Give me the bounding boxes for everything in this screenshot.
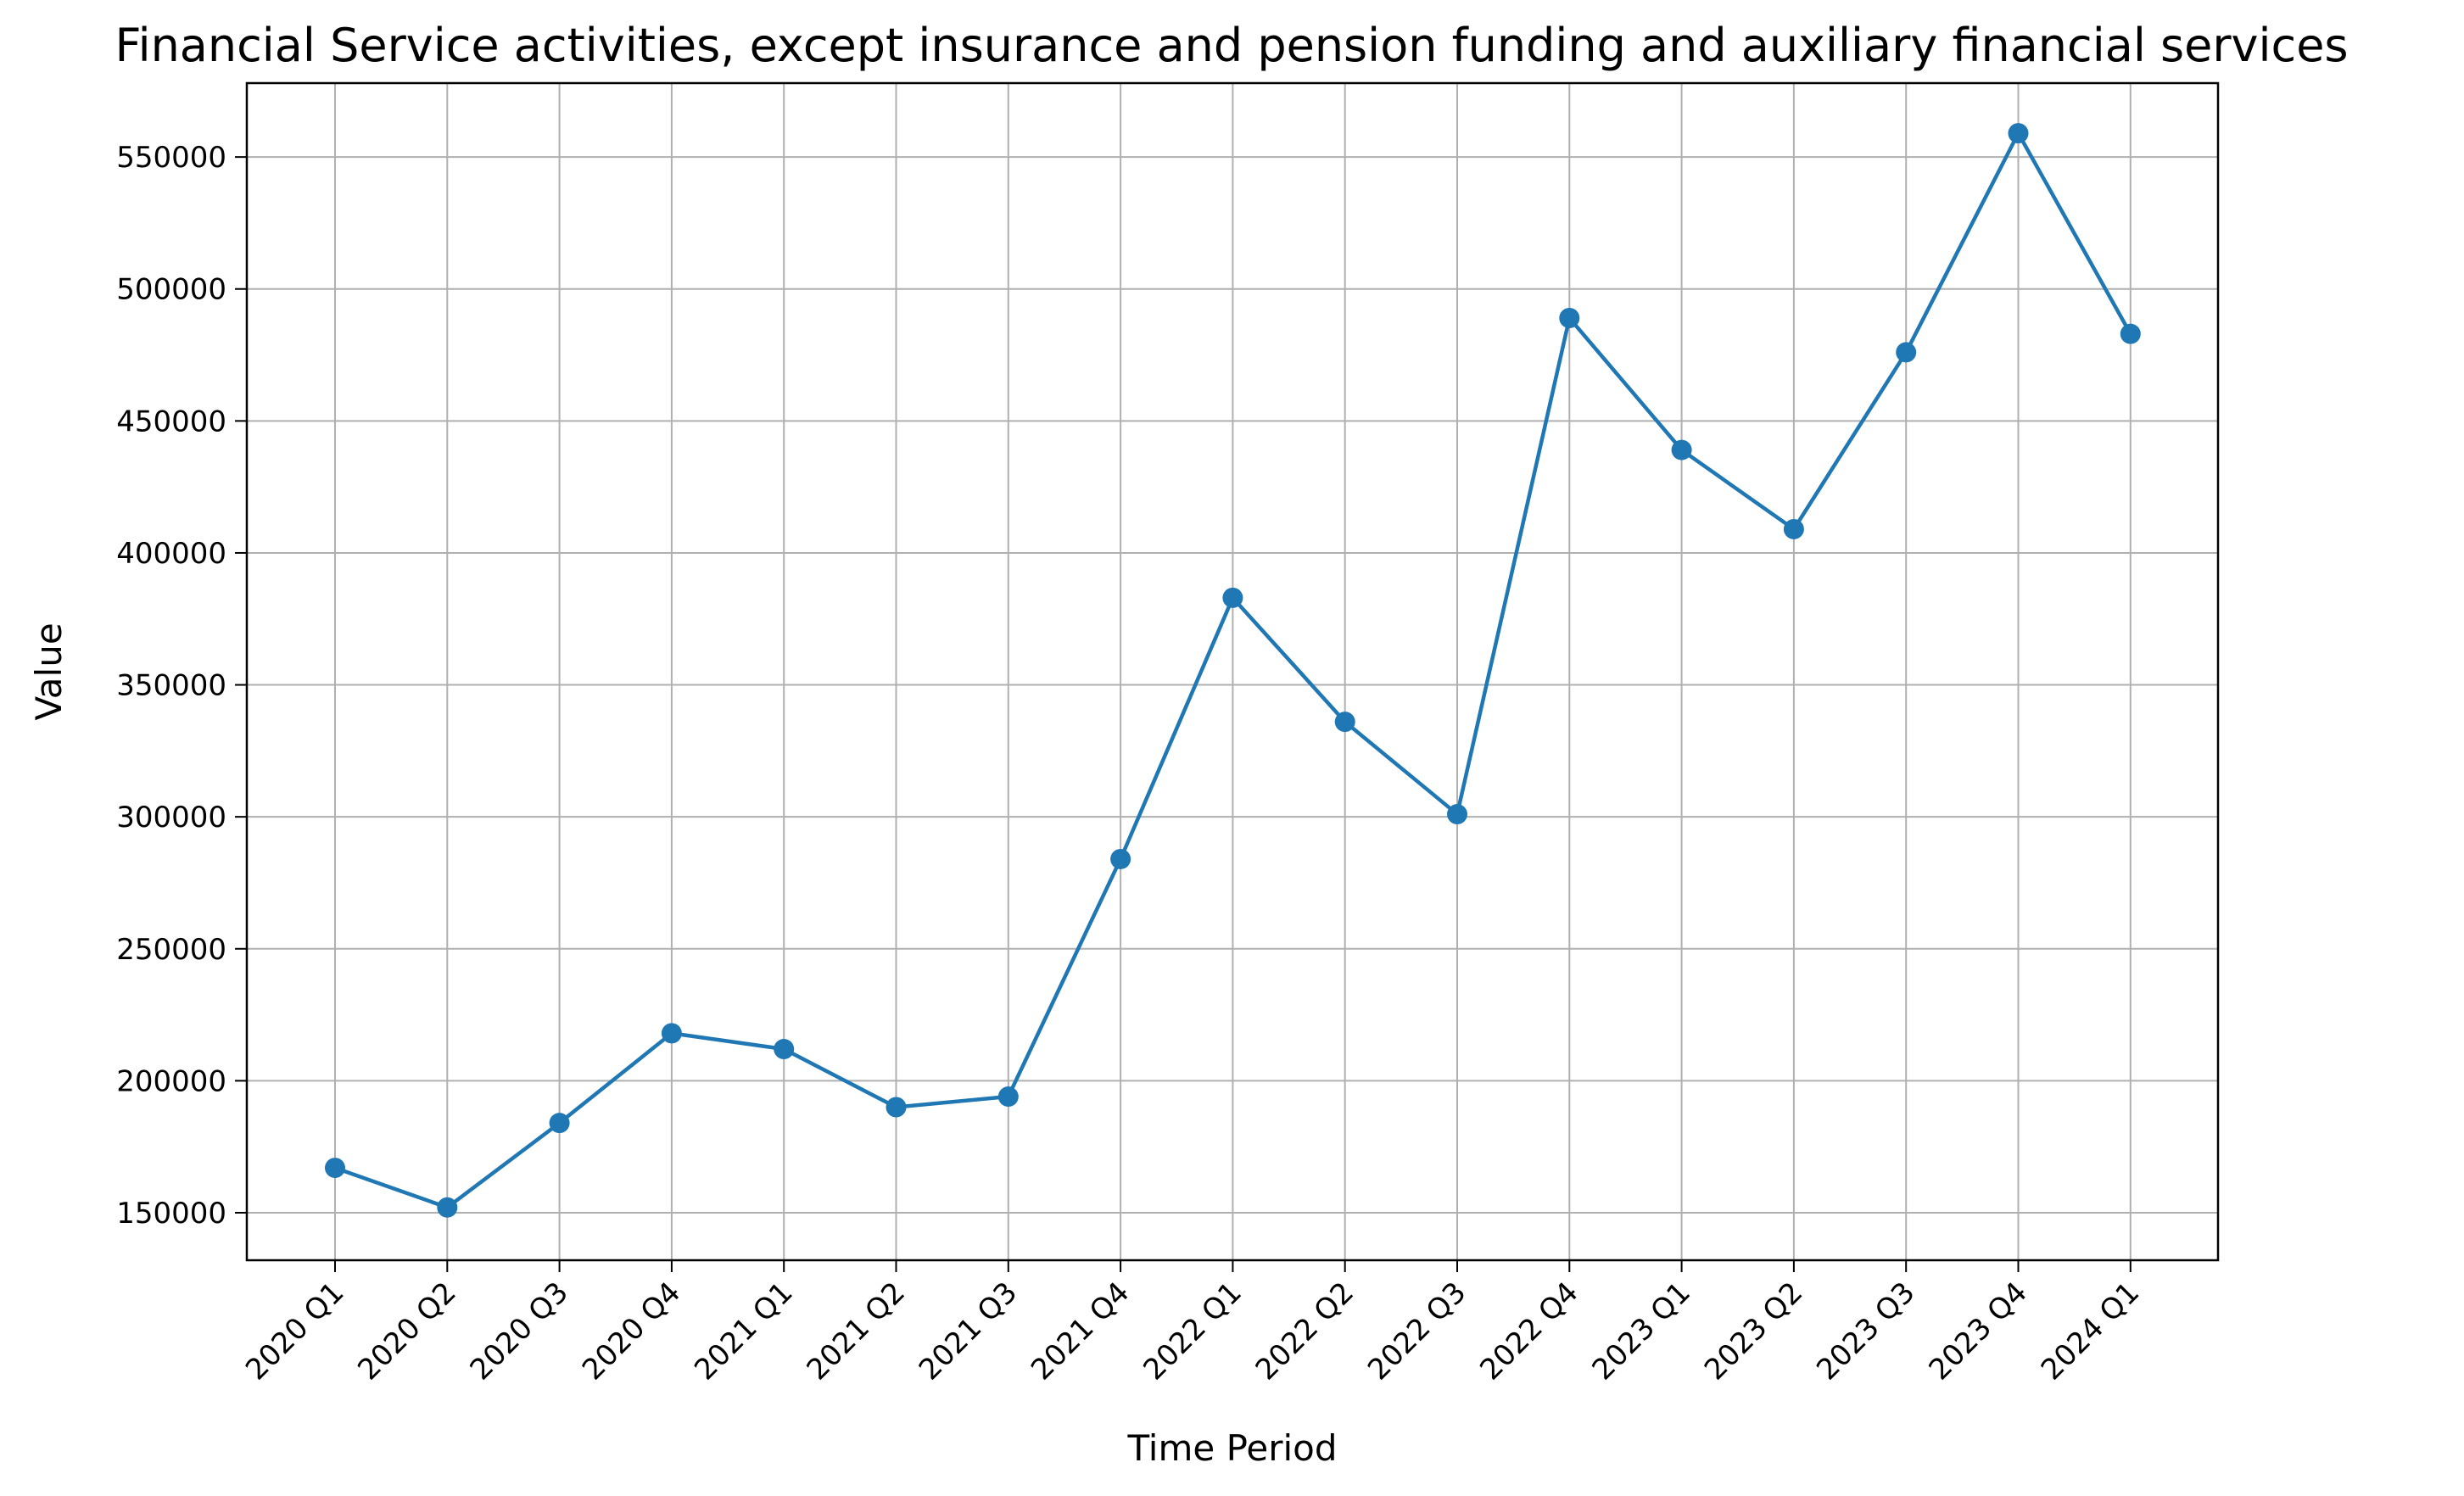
data-point bbox=[1783, 518, 1804, 539]
data-point bbox=[325, 1158, 345, 1179]
y-tick-label: 350000 bbox=[116, 669, 226, 703]
grid bbox=[247, 83, 2218, 1260]
y-tick-label: 150000 bbox=[116, 1197, 226, 1231]
data-point bbox=[997, 1086, 1019, 1108]
y-tick-label: 400000 bbox=[116, 537, 226, 571]
y-tick-label: 300000 bbox=[116, 801, 226, 835]
data-point bbox=[1671, 439, 1692, 461]
data-point bbox=[661, 1023, 682, 1044]
data-point bbox=[1110, 848, 1131, 869]
x-axis-label: Time Period bbox=[1126, 1427, 1337, 1469]
data-point bbox=[1559, 307, 1580, 328]
data-point bbox=[1896, 342, 1917, 363]
plot-frame bbox=[245, 81, 2220, 1262]
data-point bbox=[1334, 712, 1355, 733]
data-point bbox=[2120, 323, 2141, 344]
y-tick-label: 500000 bbox=[116, 273, 226, 307]
y-tick-label: 450000 bbox=[116, 405, 226, 438]
y-axis-label: Value bbox=[28, 622, 70, 720]
data-point bbox=[2008, 123, 2029, 144]
data-point bbox=[1447, 804, 1467, 825]
chart-title: Financial Service activities, except ins… bbox=[115, 19, 2348, 72]
y-tick-label: 550000 bbox=[116, 141, 226, 175]
data-point bbox=[774, 1039, 795, 1060]
y-tick-label: 200000 bbox=[116, 1064, 226, 1098]
data-point bbox=[437, 1197, 458, 1218]
series-layer bbox=[325, 123, 2141, 1218]
data-point bbox=[886, 1097, 907, 1118]
data-point bbox=[1222, 587, 1243, 608]
y-tick-label: 250000 bbox=[116, 933, 226, 967]
data-point bbox=[549, 1113, 570, 1134]
